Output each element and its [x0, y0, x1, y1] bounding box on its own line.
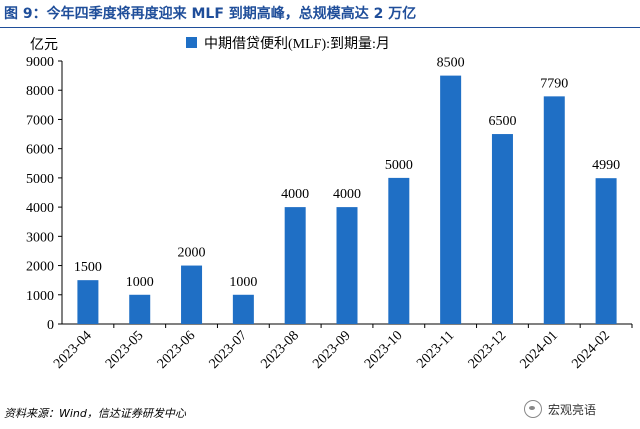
bar-value-label: 2000: [178, 246, 206, 261]
legend-label: 中期借贷便利(MLF):到期量:月: [204, 36, 390, 52]
bar-value-label: 1000: [126, 275, 154, 290]
x-tick-label: 2023-11: [414, 328, 457, 371]
x-tick-label: 2023-10: [362, 328, 406, 372]
x-tick-label: 2023-09: [310, 328, 354, 372]
y-tick-label: 6000: [26, 143, 54, 158]
y-tick-label: 5000: [26, 172, 54, 187]
x-tick-label: 2023-05: [103, 328, 147, 372]
bar-value-label: 1000: [229, 275, 257, 290]
legend-swatch: [186, 37, 197, 48]
x-tick-label: 2023-06: [155, 328, 199, 372]
bar: [77, 280, 99, 324]
bar: [129, 294, 151, 324]
bar-value-label: 1500: [74, 260, 102, 275]
bar-value-label: 4000: [333, 187, 361, 202]
bar-value-label: 6500: [488, 114, 516, 129]
watermark-text: 宏观亮语: [548, 402, 597, 417]
source-note: 资料来源：Wind，信达证券研发中心: [4, 407, 186, 420]
title-bar: 图 9：今年四季度将再度迎来 MLF 到期高峰，总规模高达 2 万亿: [0, 0, 640, 28]
y-tick-label: 3000: [26, 230, 54, 245]
bar-value-label: 5000: [385, 158, 413, 173]
x-tick-label: 2023-12: [466, 328, 510, 372]
chart-title: 图 9：今年四季度将再度迎来 MLF 到期高峰，总规模高达 2 万亿: [4, 6, 417, 22]
wechat-icon: [524, 400, 542, 418]
y-tick-label: 8000: [26, 84, 54, 99]
x-tick-label: 2024-01: [517, 328, 561, 372]
x-tick-label: 2024-02: [569, 328, 613, 372]
bar: [595, 178, 617, 324]
x-tick-label: 2023-07: [207, 328, 251, 372]
bar: [491, 134, 513, 324]
watermark: 宏观亮语: [524, 400, 596, 418]
x-tick-label: 2023-04: [51, 328, 95, 372]
bar: [440, 75, 462, 324]
y-tick-label: 4000: [26, 201, 54, 216]
bar-value-label: 8500: [437, 56, 465, 71]
bar: [181, 265, 203, 324]
bar: [232, 294, 254, 324]
y-tick-label: 0: [47, 318, 54, 333]
axes: 0 1000 2000 3000 4000 5000 6000 7000 8000 9000 202…: [26, 55, 633, 372]
y-axis-unit: 亿元: [30, 37, 58, 53]
bar: [543, 96, 565, 324]
bar-value-label: 4000: [281, 187, 309, 202]
y-tick-label: 9000: [26, 55, 54, 70]
y-tick-label: 7000: [26, 113, 54, 128]
legend: 中期借贷便利(MLF):到期量:月: [186, 36, 390, 52]
bar-value-label: 4990: [592, 158, 620, 173]
y-tick-label: 1000: [26, 289, 54, 304]
y-tick-label: 2000: [26, 260, 54, 275]
x-tick-label: 2023-08: [258, 328, 302, 372]
bar: [284, 207, 306, 324]
bar: [336, 207, 358, 324]
bars: 1500 1000 2000 1000 4000 4000 5000 8500 6500 7790…: [74, 56, 620, 324]
bar: [388, 177, 410, 324]
bar-value-label: 7790: [540, 76, 568, 91]
